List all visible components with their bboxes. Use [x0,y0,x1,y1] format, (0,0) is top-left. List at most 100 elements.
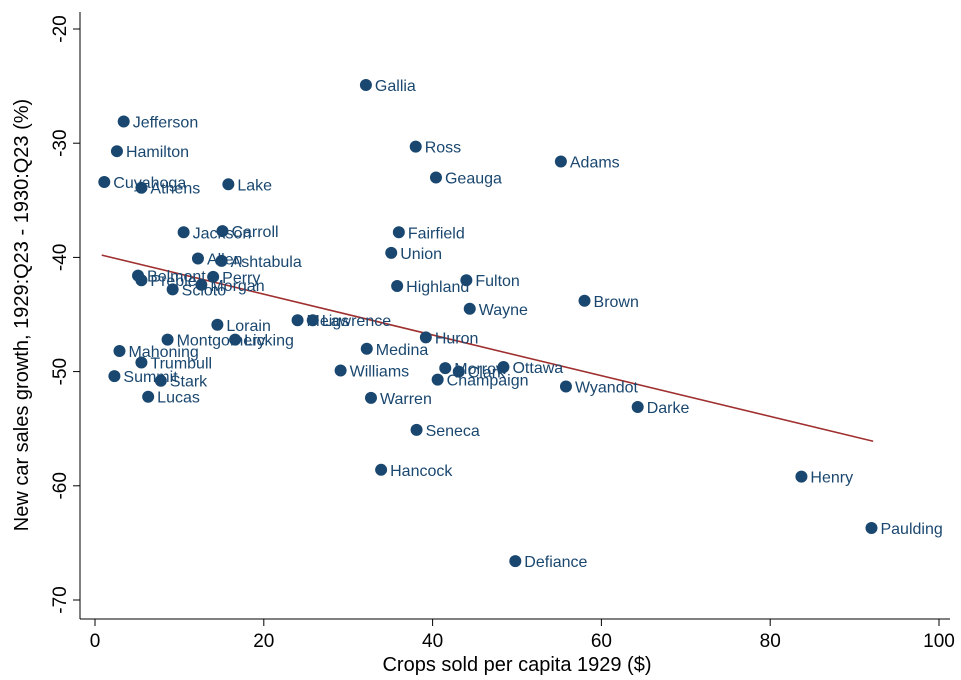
data-point [135,181,148,194]
data-point [306,314,319,327]
data-point [375,463,388,476]
data-point [117,115,130,128]
x-tick-label: 0 [90,631,101,652]
point-label: Highland [406,279,469,296]
data-point [191,252,204,265]
data-point [216,225,229,238]
point-label: Ross [425,140,461,157]
point-label: Medina [376,342,429,359]
data-point [195,278,208,291]
data-point [578,294,591,307]
point-label: Champaign [447,373,529,390]
point-label: Henry [810,470,853,487]
data-point [419,331,432,344]
point-label: Morrow [454,361,508,378]
x-axis-title: Crops sold per capita 1929 ($) [382,654,651,676]
data-point [215,254,228,267]
point-label: Lawrence [322,313,391,330]
data-point [452,365,465,378]
point-label: Preble [150,273,196,290]
point-label: Perry [222,270,260,287]
axis-ticks: 0 20 40 60 80 100 -70 -60 -50 -40 -30 -20 [50,15,955,652]
y-tick-label: -70 [50,586,71,613]
point-label: Gallia [375,78,416,95]
data-point [431,373,444,386]
data-point [460,274,473,287]
y-tick-label: -60 [50,472,71,499]
point-label: Defiance [524,554,587,571]
data-point [154,374,167,387]
point-label: Ottawa [512,360,563,377]
point-label: Wayne [479,302,528,319]
point-label: Warren [380,391,432,408]
point-label: Paulding [880,521,942,538]
data-point [559,380,572,393]
x-tick-label: 20 [253,631,274,652]
point-label: Cuyahoga [113,175,186,192]
point-label: Morgan [210,278,264,295]
y-tick-label: -40 [50,244,71,271]
data-point [463,302,476,315]
data-point [222,178,235,191]
point-label: Darke [647,400,690,417]
data-point [166,283,179,296]
data-point [631,401,644,414]
point-label: Williams [350,363,410,380]
data-point [391,279,404,292]
point-label: Fulton [475,273,519,290]
x-tick-label: 40 [422,631,443,652]
data-point [497,361,510,374]
data-point [410,423,423,436]
point-label: Lake [237,177,272,194]
x-tick-label: 80 [760,631,781,652]
data-point [865,522,878,535]
point-label: Jackson [193,225,252,242]
data-point [359,78,372,91]
point-label: Ashtabula [231,254,302,271]
fit-line-group [101,254,874,443]
point-label: Licking [244,333,294,350]
point-label: Lorain [226,318,270,335]
data-point [392,226,405,239]
data-point [409,140,422,153]
point-label: Trumbull [150,355,212,372]
data-point [135,274,148,287]
point-label: Seneca [426,423,480,440]
data-point [177,226,190,239]
data-point [211,318,224,331]
point-label: Hamilton [126,144,189,161]
data-point [360,342,373,355]
data-point [291,314,304,327]
data-point [135,356,148,369]
point-label: Fairfield [408,225,465,242]
data-point [142,390,155,403]
data-point [364,391,377,404]
data-point [509,555,522,568]
point-label: Jefferson [133,115,199,132]
point-label: Brown [594,294,639,311]
fit-line [101,254,874,443]
data-point [334,364,347,377]
point-label: Belmont [147,269,206,286]
y-axis-title: New car sales growth, 1929:Q23 - 1930:Q2… [11,99,33,531]
point-label: Wyandot [575,379,639,396]
point-label: Mahoning [128,344,198,361]
data-point [207,270,220,283]
point-label: Scioto [182,282,227,299]
point-label: Athens [150,181,200,198]
point-label: Clark [468,365,506,382]
data-point [161,333,174,346]
point-label: Stark [170,374,208,391]
point-label: Hancock [390,463,453,480]
y-tick-label: -30 [50,129,71,156]
data-point [385,246,398,259]
y-tick-label: -20 [50,15,71,42]
x-tick-label: 60 [591,631,612,652]
data-point [229,333,242,346]
data-point [113,345,126,358]
data-point [108,370,121,383]
point-label: Adams [570,154,620,171]
point-label: Union [400,246,442,263]
point-label: Carroll [231,224,278,241]
